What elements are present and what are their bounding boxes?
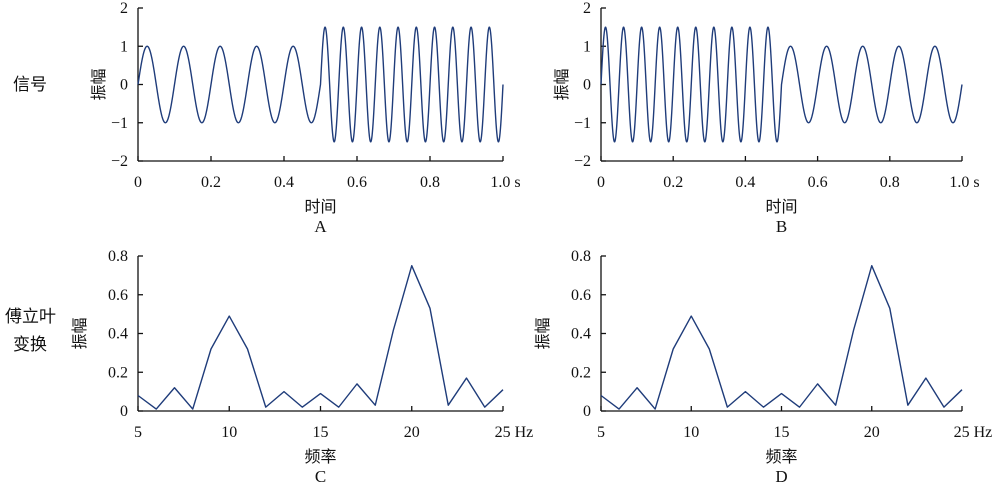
- panel-b-y-tick-label: 2: [583, 0, 591, 17]
- panel-c-y-tick-label: 0.8: [108, 248, 128, 265]
- panel-c-x-tick-label: 15: [313, 424, 329, 441]
- panel-b-x-tick-label: 0.6: [808, 174, 828, 191]
- panel-b-y-tick-label: −2: [574, 153, 591, 170]
- row-label-fourier-line2: 变换: [13, 335, 47, 355]
- panel-d-y-tick-label: 0.2: [571, 364, 591, 381]
- panel-d-x-tick-label: 20: [864, 424, 880, 441]
- panel-a-y-tick-label: −1: [111, 115, 128, 132]
- panel-d-x-tick-label: 15: [774, 424, 790, 441]
- panel-c-letter: C: [315, 467, 326, 485]
- panel-c-x-tick-label: 10: [221, 424, 237, 441]
- panel-d: 5 10 15 20 25 Hz 0 0.2 0.4 0.6 0.8 频率 振幅 D: [533, 248, 992, 485]
- panel-b: 0 0.2 0.4 0.6 0.8 1.0 s −2 −1 0 1 2 时间 振幅 B: [552, 0, 980, 236]
- panel-d-series-line: [600, 264, 963, 410]
- row-label-fourier-line1: 傅立叶: [5, 307, 56, 327]
- panel-a-y-tick-label: −2: [111, 153, 128, 170]
- panel-b-y-tick-label: 1: [583, 38, 591, 55]
- panel-d-x-tick-label: 10: [683, 424, 699, 441]
- panel-a-y-tick-label: 1: [120, 38, 128, 55]
- panel-b-x-tick-label: 0.8: [880, 174, 900, 191]
- panel-d-y-tick-label: 0.4: [571, 326, 591, 343]
- panel-b-x-tick-label: 0.2: [663, 174, 683, 191]
- panel-d-letter: D: [775, 467, 787, 485]
- panel-b-y-tick-label: 0: [583, 77, 591, 94]
- panel-a-x-tick-label: 0.4: [274, 174, 294, 191]
- panel-b-series-line: [600, 26, 963, 143]
- panel-c-x-axis-label: 频率: [304, 447, 336, 466]
- panel-b-x-axis-label: 时间: [765, 197, 797, 216]
- panel-b-y-axis-label: 振幅: [552, 68, 571, 100]
- panel-a-y-axis-label: 振幅: [89, 68, 108, 100]
- panel-c-y-tick-label: 0.4: [108, 326, 128, 343]
- panel-c-x-tick-label: 5: [134, 424, 142, 441]
- panel-b-x-tick-label: 0: [597, 174, 605, 191]
- panel-d-y-tick-label: 0: [583, 403, 591, 420]
- panel-a-y-tick-label: 2: [120, 0, 128, 17]
- panel-c-series-line: [137, 264, 504, 410]
- panel-d-y-axis-label: 振幅: [533, 317, 552, 349]
- panel-c-y-axis-label: 振幅: [70, 317, 89, 349]
- panel-a-y-tick-label: 0: [120, 77, 128, 94]
- panel-b-letter: B: [776, 217, 787, 236]
- panel-d-x-axis-label: 频率: [765, 447, 797, 466]
- panel-a-x-tick-label: 1.0 s: [490, 174, 520, 191]
- panel-c-y-tick-label: 0.6: [108, 287, 128, 304]
- panel-b-x-tick-label: 0.4: [735, 174, 755, 191]
- panel-b-x-tick-label: 1.0 s: [949, 174, 979, 191]
- panel-b-y-tick-label: −1: [574, 115, 591, 132]
- panel-c-x-tick-label: 25 Hz: [495, 424, 534, 441]
- panel-a-letter: A: [314, 217, 327, 236]
- panel-a-x-tick-label: 0.8: [420, 174, 440, 191]
- panel-a-x-tick-label: 0.2: [201, 174, 221, 191]
- panel-d-x-tick-label: 5: [597, 424, 605, 441]
- panel-d-x-tick-label: 25 Hz: [954, 424, 993, 441]
- panel-c-x-tick-label: 20: [404, 424, 420, 441]
- panel-d-y-tick-label: 0.6: [571, 287, 591, 304]
- panel-c: 5 10 15 20 25 Hz 0 0.2 0.4 0.6 0.8 频率 振幅 C: [70, 248, 533, 485]
- panel-a-x-tick-label: 0.6: [347, 174, 367, 191]
- panel-a-x-tick-label: 0: [134, 174, 142, 191]
- panel-c-y-tick-label: 0: [120, 403, 128, 420]
- panel-a-series-line: [137, 26, 504, 143]
- panel-a: 0 0.2 0.4 0.6 0.8 1.0 s −2 −1 0 1 2 时间 振幅 A: [89, 0, 521, 236]
- panel-a-x-axis-label: 时间: [304, 197, 336, 216]
- row-label-signal: 信号: [13, 75, 47, 95]
- panel-c-y-tick-label: 0.2: [108, 364, 128, 381]
- panel-d-y-tick-label: 0.8: [571, 248, 591, 265]
